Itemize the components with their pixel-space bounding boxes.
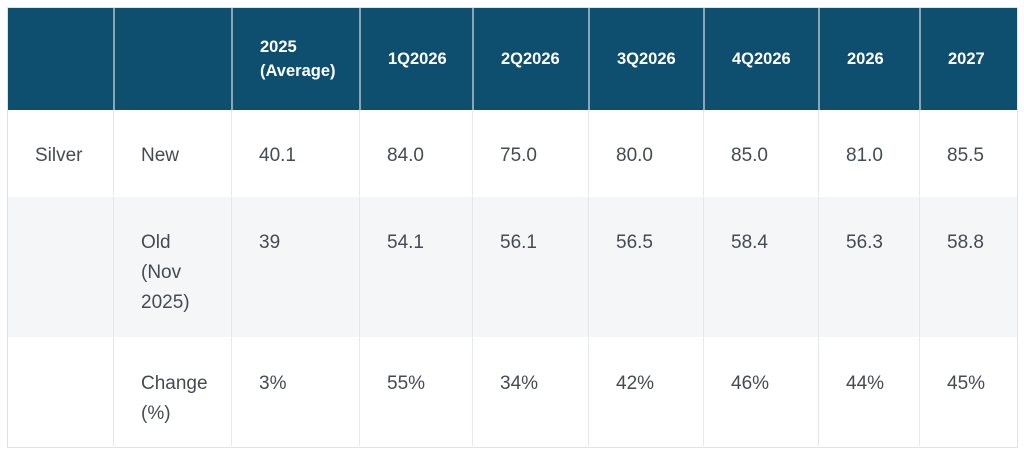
table-cell: 42% xyxy=(588,337,703,446)
table-cell: 56.1 xyxy=(472,195,588,337)
table-cell: 34% xyxy=(472,337,588,446)
header-cell-2027: 2027 xyxy=(919,8,1017,110)
table-cell: 58.4 xyxy=(703,195,818,337)
row-group-label: Silver xyxy=(8,110,113,195)
row-label: New xyxy=(113,110,231,195)
table-cell: 56.5 xyxy=(588,195,703,337)
table-cell: 3% xyxy=(231,337,359,446)
forecast-table: 2025 (Average) 1Q2026 2Q2026 3Q2026 4Q20… xyxy=(7,7,1018,448)
table-cell: 44% xyxy=(818,337,919,446)
table-cell: 56.3 xyxy=(818,195,919,337)
table-cell: 85.0 xyxy=(703,110,818,195)
header-cell-3q2026: 3Q2026 xyxy=(588,8,703,110)
header-cell-4q2026: 4Q2026 xyxy=(703,8,818,110)
table-cell: 54.1 xyxy=(359,195,472,337)
table-row-old: Old (Nov 2025) 39 54.1 56.1 56.5 58.4 56… xyxy=(8,195,1017,337)
table-cell: 55% xyxy=(359,337,472,446)
header-cell-2026: 2026 xyxy=(818,8,919,110)
table-cell: 75.0 xyxy=(472,110,588,195)
row-label: Change (%) xyxy=(113,337,231,446)
header-cell-commodity xyxy=(8,8,113,110)
table-row-new: Silver New 40.1 84.0 75.0 80.0 85.0 81.0… xyxy=(8,110,1017,195)
header-cell-1q2026: 1Q2026 xyxy=(359,8,472,110)
row-group-label xyxy=(8,195,113,337)
table-cell: 40.1 xyxy=(231,110,359,195)
table-cell: 46% xyxy=(703,337,818,446)
table-cell: 45% xyxy=(919,337,1017,446)
header-cell-2q2026: 2Q2026 xyxy=(472,8,588,110)
table-row-change: Change (%) 3% 55% 34% 42% 46% 44% 45% xyxy=(8,337,1017,446)
row-group-label xyxy=(8,337,113,446)
silver-forecast-table: 2025 (Average) 1Q2026 2Q2026 3Q2026 4Q20… xyxy=(8,8,1017,446)
table-cell: 58.8 xyxy=(919,195,1017,337)
header-row: 2025 (Average) 1Q2026 2Q2026 3Q2026 4Q20… xyxy=(8,8,1017,110)
row-label: Old (Nov 2025) xyxy=(113,195,231,337)
header-cell-series xyxy=(113,8,231,110)
table-cell: 85.5 xyxy=(919,110,1017,195)
header-cell-2025-average: 2025 (Average) xyxy=(231,8,359,110)
table-cell: 39 xyxy=(231,195,359,337)
table-cell: 81.0 xyxy=(818,110,919,195)
table-cell: 80.0 xyxy=(588,110,703,195)
table-cell: 84.0 xyxy=(359,110,472,195)
